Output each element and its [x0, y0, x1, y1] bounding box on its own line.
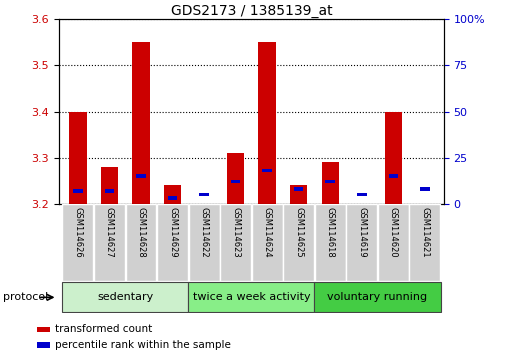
Bar — [420, 187, 429, 191]
Bar — [322, 162, 339, 204]
Bar — [189, 204, 220, 281]
Bar — [63, 204, 93, 281]
Bar — [262, 169, 272, 172]
Text: GSM114619: GSM114619 — [357, 207, 366, 257]
Bar — [294, 187, 304, 191]
Bar — [69, 112, 87, 204]
Bar — [290, 185, 307, 204]
Bar — [164, 185, 181, 204]
Bar — [220, 204, 251, 281]
Bar — [37, 342, 50, 348]
Text: GSM114627: GSM114627 — [105, 207, 114, 257]
Text: GSM114629: GSM114629 — [168, 207, 177, 257]
Bar — [199, 193, 209, 196]
Bar — [378, 204, 409, 281]
Bar — [409, 204, 440, 281]
Bar — [188, 282, 314, 312]
Text: voluntary running: voluntary running — [327, 292, 427, 302]
Bar — [259, 42, 276, 204]
Text: GSM114620: GSM114620 — [389, 207, 398, 257]
Text: sedentary: sedentary — [97, 292, 153, 302]
Bar — [231, 179, 241, 183]
Text: GSM114625: GSM114625 — [294, 207, 303, 257]
Text: transformed count: transformed count — [55, 324, 152, 334]
Bar — [136, 174, 146, 178]
Bar — [388, 174, 398, 178]
Bar — [132, 42, 150, 204]
Text: GSM114624: GSM114624 — [263, 207, 272, 257]
Text: protocol: protocol — [3, 292, 48, 302]
Text: GSM114623: GSM114623 — [231, 207, 240, 257]
Bar — [385, 112, 402, 204]
Bar — [283, 204, 314, 281]
Bar — [101, 167, 118, 204]
Text: GSM114621: GSM114621 — [420, 207, 429, 257]
Bar — [157, 204, 188, 281]
Text: GSM114618: GSM114618 — [326, 207, 334, 257]
Bar — [315, 204, 346, 281]
Bar — [325, 179, 335, 183]
Bar — [105, 189, 114, 193]
Bar — [37, 326, 50, 332]
Bar — [168, 196, 177, 200]
Bar — [252, 204, 283, 281]
Bar — [126, 204, 156, 281]
Title: GDS2173 / 1385139_at: GDS2173 / 1385139_at — [170, 5, 332, 18]
Bar — [62, 282, 188, 312]
Text: percentile rank within the sample: percentile rank within the sample — [55, 340, 230, 350]
Bar — [357, 193, 366, 196]
Text: GSM114626: GSM114626 — [73, 207, 83, 257]
Bar — [346, 204, 377, 281]
Bar — [227, 153, 244, 204]
Text: twice a week activity: twice a week activity — [192, 292, 310, 302]
Bar — [73, 189, 83, 193]
Bar — [314, 282, 441, 312]
Bar — [94, 204, 125, 281]
Text: GSM114628: GSM114628 — [136, 207, 146, 257]
Text: GSM114622: GSM114622 — [200, 207, 209, 257]
